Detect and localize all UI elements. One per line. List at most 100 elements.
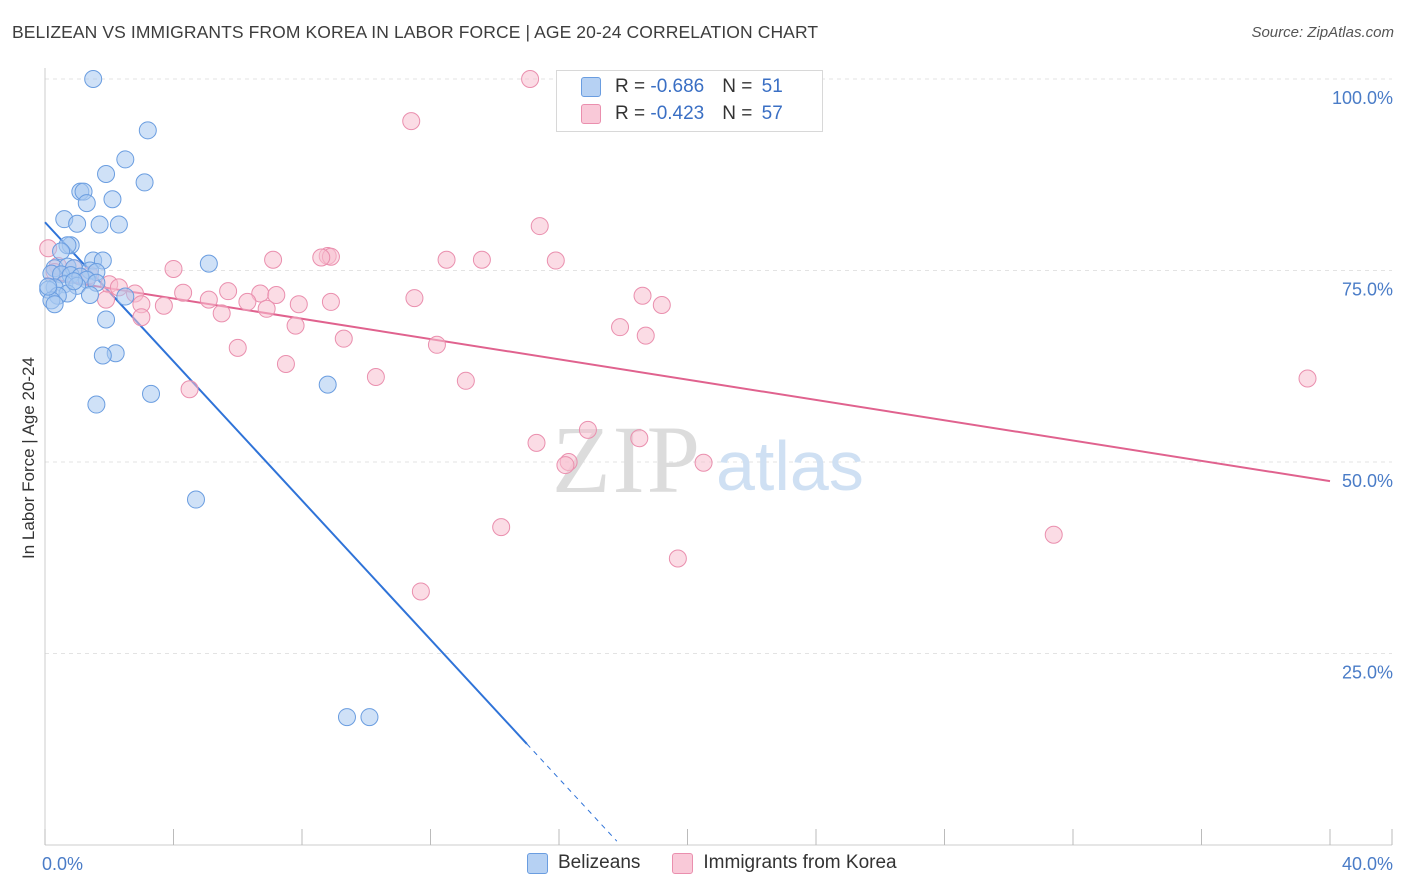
belizean-point	[142, 384, 161, 403]
tick-labels: 25.0% 50.0% 75.0% 100.0% 0.0% 40.0%	[42, 88, 1393, 874]
korea-point	[286, 316, 305, 335]
korea-point	[257, 299, 276, 318]
belizean-point	[103, 190, 122, 209]
korea-point	[366, 367, 385, 386]
belizean-point	[90, 215, 109, 234]
korea-point	[437, 250, 456, 269]
legend-swatch-pink	[581, 104, 601, 124]
legend-swatch-blue	[527, 852, 548, 874]
y-tick-label: 100.0%	[1332, 88, 1393, 108]
korea-point	[694, 453, 713, 472]
stats-legend: R = -0.686 N = 51 R = -0.423 N = 57	[556, 70, 823, 132]
belizean-point	[77, 194, 96, 213]
y-tick-label: 25.0%	[1342, 663, 1393, 683]
legend-n-value: 57	[761, 103, 783, 124]
belizean-trend-extension	[526, 743, 618, 842]
korea-point	[321, 292, 340, 311]
belizean-points	[39, 70, 379, 727]
belizean-point	[135, 173, 154, 192]
belizean-point	[39, 277, 58, 296]
korea-points	[39, 70, 1317, 601]
korea-point	[456, 371, 475, 390]
y-tick-label: 75.0%	[1342, 280, 1393, 300]
legend-r-value: -0.686	[650, 76, 705, 97]
legend-n-label: N =	[722, 103, 758, 124]
legend-row-belizeans: R = -0.686 N = 51	[581, 75, 783, 99]
belizean-point	[68, 214, 87, 233]
belizean-point	[116, 287, 135, 306]
korea-point	[611, 318, 630, 337]
korea-point	[527, 433, 546, 452]
korea-point	[546, 251, 565, 270]
korea-point	[212, 304, 231, 323]
belizean-point	[52, 242, 71, 261]
korea-point	[521, 70, 540, 88]
legend-item-korea: Immigrants from Korea	[672, 852, 897, 874]
legend-r-value: -0.423	[650, 103, 705, 124]
grid-lines	[45, 78, 1392, 654]
series-legend: Belizeans Immigrants from Korea	[527, 852, 929, 874]
belizean-point	[64, 272, 83, 291]
korea-point	[238, 292, 257, 311]
chart-title: BELIZEAN VS IMMIGRANTS FROM KOREA IN LAB…	[12, 22, 819, 42]
korea-point	[411, 582, 430, 601]
korea-point	[405, 289, 424, 308]
legend-item-belizeans: Belizeans	[527, 852, 640, 874]
legend-n-label: N =	[722, 76, 758, 97]
belizean-point	[186, 490, 205, 509]
korea-point	[219, 282, 238, 301]
x-tick-label: 40.0%	[1342, 854, 1393, 874]
watermark-atlas: atlas	[716, 427, 864, 505]
legend-r-label: R =	[615, 103, 651, 124]
belizean-point	[138, 121, 157, 140]
belizean-point	[97, 164, 116, 183]
korea-point	[402, 112, 421, 131]
belizean-point	[360, 708, 379, 727]
legend-label-korea: Immigrants from Korea	[703, 852, 897, 873]
legend-n-value: 51	[761, 76, 783, 97]
belizean-point	[116, 150, 135, 169]
korea-point	[1044, 525, 1063, 544]
belizean-point	[109, 215, 128, 234]
source-label: Source: ZipAtlas.com	[1251, 24, 1394, 41]
korea-point	[668, 549, 687, 568]
korea-point	[132, 308, 151, 327]
belizean-point	[97, 310, 116, 329]
korea-point	[267, 286, 286, 305]
korea-point	[174, 283, 193, 302]
korea-point	[472, 250, 491, 269]
korea-point	[180, 380, 199, 399]
korea-point	[276, 354, 295, 373]
korea-point	[264, 250, 283, 269]
korea-point	[633, 286, 652, 305]
belizean-point	[84, 70, 103, 88]
legend-row-korea: R = -0.423 N = 57	[581, 102, 783, 126]
belizean-trend-line	[44, 221, 528, 745]
legend-r-label: R =	[615, 76, 651, 97]
korea-point	[630, 429, 649, 448]
legend-swatch-blue	[581, 77, 601, 97]
belizean-point	[45, 295, 64, 314]
korea-point	[556, 456, 575, 475]
belizean-point	[87, 395, 106, 414]
belizean-point	[93, 346, 112, 365]
korea-point	[334, 329, 353, 348]
korea-point	[1298, 369, 1317, 388]
korea-point	[427, 335, 446, 354]
x-tick-label: 0.0%	[42, 854, 83, 874]
legend-label-belizeans: Belizeans	[558, 852, 641, 873]
korea-point	[199, 290, 218, 309]
korea-point	[154, 296, 173, 315]
korea-point	[530, 217, 549, 236]
korea-point	[636, 326, 655, 345]
axes	[44, 68, 1393, 846]
korea-point	[289, 295, 308, 314]
korea-point	[578, 420, 597, 439]
y-axis-label: In Labor Force | Age 20-24	[19, 357, 38, 559]
belizean-point	[80, 286, 99, 305]
korea-point	[228, 338, 247, 357]
legend-swatch-pink	[672, 852, 694, 874]
korea-point	[97, 290, 116, 309]
belizean-point	[337, 708, 356, 727]
